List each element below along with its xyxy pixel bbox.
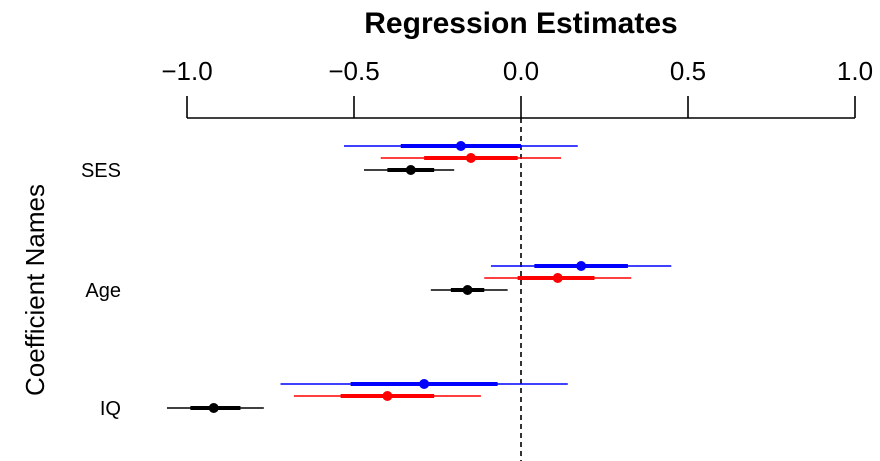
point-estimate [462, 285, 473, 295]
category-labels: SES Age IQ [81, 160, 121, 420]
point-estimate [208, 403, 219, 413]
chart-title: Regression Estimates [364, 7, 677, 40]
estimate-group [280, 379, 568, 389]
point-estimate [382, 391, 393, 401]
estimate-group [364, 165, 455, 175]
estimate-group [343, 141, 578, 151]
y-axis-label: Coefficient Names [20, 184, 50, 396]
point-estimate [419, 379, 430, 389]
point-estimate [576, 261, 587, 271]
x-tick-label: −1.0 [161, 56, 212, 86]
estimate-group [166, 403, 264, 413]
estimate-group [293, 391, 481, 401]
top-axis: −1.0 −0.5 0.0 0.5 1.0 [161, 56, 873, 119]
point-estimate [455, 141, 466, 151]
estimate-group [430, 285, 508, 295]
estimate-group [484, 273, 632, 283]
x-tick-label: 0.0 [503, 56, 539, 86]
x-tick-label: 0.5 [670, 56, 706, 86]
category-label-age: Age [85, 280, 121, 302]
category-label-iq: IQ [100, 398, 121, 420]
x-tick-label: 1.0 [837, 56, 873, 86]
estimate-marks [166, 141, 672, 413]
estimate-group [380, 153, 562, 163]
point-estimate [465, 153, 476, 163]
point-estimate [552, 273, 563, 283]
category-label-ses: SES [81, 160, 121, 182]
point-estimate [405, 165, 416, 175]
estimate-group [490, 261, 672, 271]
x-tick-label: −0.5 [328, 56, 379, 86]
